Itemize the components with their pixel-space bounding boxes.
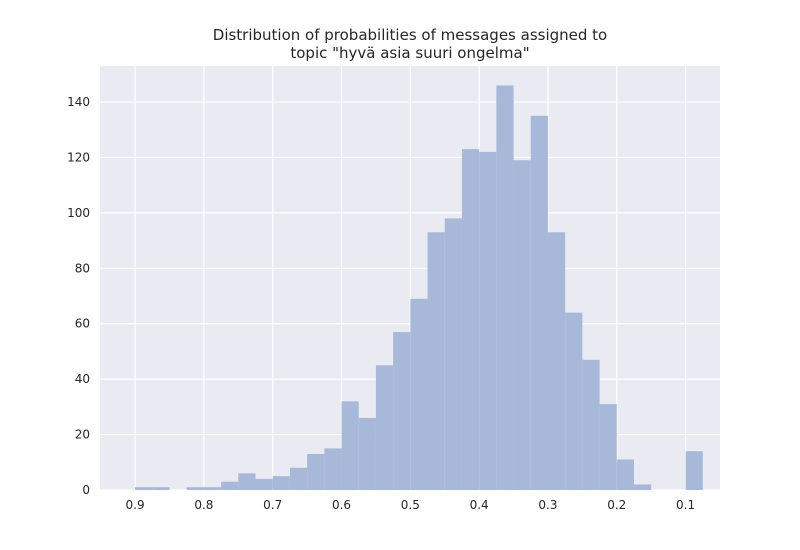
- y-tick-label: 80: [75, 261, 90, 275]
- histogram-bar: [341, 401, 359, 490]
- histogram-bar: [616, 459, 634, 490]
- histogram-bar: [582, 359, 600, 490]
- histogram-bar: [393, 332, 411, 490]
- histogram-bar: [255, 478, 273, 490]
- histogram-bar: [272, 476, 290, 490]
- histogram-bar: [324, 448, 342, 490]
- histogram-bar: [186, 487, 204, 490]
- histogram-bar: [479, 151, 497, 490]
- x-tick-label: 0.4: [470, 498, 489, 512]
- x-tick-label: 0.7: [263, 498, 282, 512]
- histogram-bar: [152, 487, 170, 490]
- y-axis-ticks: 0 20 40 60 80 100 120 140: [67, 95, 90, 497]
- y-tick-label: 100: [67, 206, 90, 220]
- histogram-bar: [238, 473, 256, 490]
- histogram-bar: [289, 467, 308, 490]
- histogram-bar: [427, 232, 445, 490]
- y-tick-label: 60: [75, 317, 90, 331]
- x-tick-label: 0.3: [538, 498, 557, 512]
- y-tick-label: 20: [75, 428, 90, 442]
- y-tick-label: 120: [67, 150, 90, 164]
- histogram-bar: [135, 487, 153, 490]
- histogram-bars: [135, 85, 703, 491]
- histogram-bar: [530, 115, 548, 490]
- histogram-bar: [599, 404, 617, 490]
- x-tick-label: 0.2: [607, 498, 626, 512]
- chart-title-line-1: Distribution of probabilities of message…: [213, 26, 607, 44]
- histogram-bar: [513, 160, 531, 490]
- histogram-bar: [375, 365, 394, 490]
- x-tick-label: 0.9: [126, 498, 145, 512]
- histogram-bar: [565, 312, 583, 490]
- histogram-bar: [307, 453, 325, 490]
- x-tick-label: 0.5: [401, 498, 420, 512]
- histogram-bar: [547, 232, 566, 490]
- histogram-bar: [221, 481, 239, 490]
- x-axis-ticks: 0.9 0.8 0.7 0.6 0.5 0.4 0.3 0.2 0.1: [126, 498, 696, 512]
- histogram-bar: [685, 451, 703, 490]
- histogram-bar: [444, 218, 462, 490]
- x-tick-label: 0.6: [332, 498, 351, 512]
- histogram-bar: [203, 487, 222, 490]
- chart-title-line-2: topic "hyvä asia suuri ongelma": [290, 44, 529, 62]
- histogram-bar: [410, 298, 428, 490]
- y-tick-label: 140: [67, 95, 90, 109]
- y-tick-label: 40: [75, 372, 90, 386]
- x-tick-label: 0.1: [676, 498, 695, 512]
- histogram-bar: [633, 484, 652, 490]
- histogram-bar: [496, 85, 514, 491]
- y-tick-label: 0: [82, 483, 90, 497]
- histogram-bar: [461, 149, 480, 490]
- histogram-bar: [358, 417, 376, 490]
- x-tick-label: 0.8: [194, 498, 213, 512]
